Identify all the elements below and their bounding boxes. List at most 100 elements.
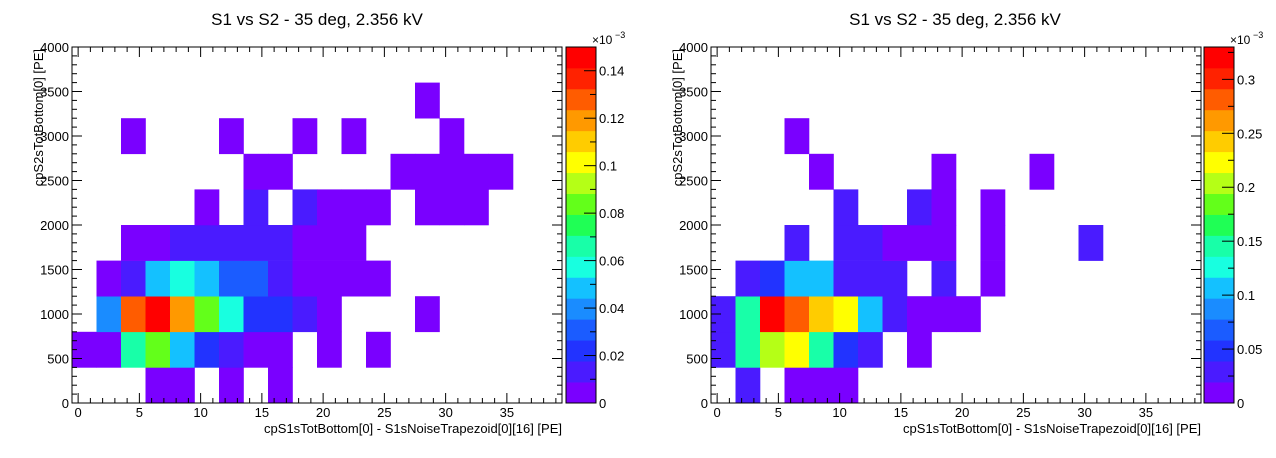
chart-title-1: S1 vs S2 - 35 deg, 2.356 kV — [211, 10, 423, 29]
heatmap-cell — [317, 225, 342, 261]
heatmap-cell — [488, 153, 514, 190]
heatmap-cell — [145, 296, 171, 333]
colorbar-segment — [566, 88, 596, 111]
heatmap-cell — [170, 260, 195, 297]
heatmap-cell — [268, 260, 293, 297]
heatmap-cell — [366, 260, 391, 297]
heatmap-cell — [121, 118, 146, 155]
colorbar-segment — [566, 340, 596, 362]
heatmap-cell — [415, 82, 440, 119]
heatmap-cell — [268, 296, 293, 333]
heatmap-cell — [784, 225, 810, 261]
heatmap-cell — [415, 296, 440, 333]
heatmap-cell — [317, 189, 342, 226]
heatmap-cell — [735, 260, 761, 297]
heatmap-cell — [784, 331, 810, 368]
colorbar-segment — [1204, 361, 1234, 383]
heatmap-cell — [121, 331, 146, 368]
heatmap-cell — [341, 225, 367, 261]
heatmap-cell — [268, 225, 293, 261]
heatmap-cell — [268, 153, 293, 190]
heatmap-cell — [907, 331, 932, 368]
y-tick-label: 1000 — [40, 307, 69, 322]
y-axis-label-2: cpS2sTotBottom[0] [PE] — [670, 49, 685, 186]
y-axis-label-1: cpS2sTotBottom[0] [PE] — [31, 49, 46, 186]
heatmap-cell — [833, 331, 859, 368]
heatmap-cell — [292, 260, 318, 297]
colorbar-segment — [1204, 235, 1234, 257]
heatmap-cell — [292, 118, 318, 155]
colorbar-segment — [566, 47, 596, 69]
colorbar-exponent-label: ×10 — [592, 33, 613, 47]
colorbar-tick-label: 0.14 — [599, 64, 624, 79]
x-tick-label: 30 — [1077, 405, 1091, 420]
heatmap-cell — [341, 260, 367, 297]
heatmap-cell — [243, 260, 269, 297]
y-tick-label: 3000 — [679, 129, 708, 144]
heatmap-cell — [219, 331, 244, 368]
colorbar-frame — [565, 46, 597, 404]
colorbar-tick-label: 0 — [1237, 396, 1244, 411]
heatmap-cell — [96, 296, 122, 333]
heatmap-cell — [317, 296, 342, 333]
heatmap-cell — [170, 331, 195, 368]
y-tick-label: 1500 — [679, 263, 708, 278]
heatmap-cell — [145, 331, 171, 368]
heatmap-cell — [145, 367, 171, 404]
x-tick-label: 5 — [136, 405, 143, 420]
colorbar-tick-label: 0.02 — [599, 349, 624, 364]
heatmap-cell — [317, 260, 342, 297]
y-tick-label: 0 — [62, 396, 69, 411]
heatmap-cell — [243, 296, 269, 333]
colorbar-segment — [1204, 67, 1234, 90]
x-tick-label: 25 — [377, 405, 391, 420]
heatmap-cell — [219, 260, 244, 297]
heatmap-cell — [809, 331, 834, 368]
heatmap-cell — [170, 367, 195, 404]
x-tick-label: 35 — [500, 405, 514, 420]
x-tick-label: 5 — [775, 405, 782, 420]
heatmap-cell — [292, 296, 318, 333]
colorbar-segment — [1204, 130, 1234, 153]
colorbar-tick-label: 0.25 — [1237, 126, 1262, 141]
heatmap-cell — [1029, 153, 1055, 190]
heatmap-cell — [292, 225, 318, 261]
heatmap-cell — [735, 296, 761, 333]
y-tick-label: 500 — [47, 352, 69, 367]
colorbar-segment — [566, 256, 596, 278]
colorbar-segment — [566, 67, 596, 90]
heatmap-cell — [243, 189, 269, 226]
y-tick-label: 2000 — [679, 218, 708, 233]
x-tick-label: 0 — [75, 405, 82, 420]
colorbar-segment — [566, 319, 596, 341]
heatmap-cell — [907, 189, 932, 226]
heatmap-cell — [366, 189, 391, 226]
heatmap-cell — [194, 331, 220, 368]
heatmap-cell — [464, 153, 489, 190]
heatmap-cell — [194, 189, 220, 226]
colorbar-tick-label: 0.06 — [599, 254, 624, 269]
colorbar-segment — [566, 298, 596, 320]
colorbar-segment — [1204, 298, 1234, 320]
heatmap-cell — [956, 296, 981, 333]
heatmap-cell — [858, 260, 883, 297]
y-tick-label: 2500 — [40, 174, 69, 189]
heatmap-cell — [858, 296, 883, 333]
heatmap-cell — [464, 189, 489, 226]
heatmap-cell — [858, 331, 883, 368]
x-tick-label: 15 — [894, 405, 908, 420]
colorbar-exponent-power: −3 — [615, 30, 625, 40]
heatmap-cell — [194, 225, 220, 261]
heatmap-cell — [760, 331, 785, 368]
heatmap-cell — [980, 225, 1006, 261]
x-axis-label-1: cpS1sTotBottom[0] - S1sNoiseTrapezoid[0]… — [264, 421, 562, 436]
colorbar-tick-label: 0.12 — [599, 111, 624, 126]
heatmap-cell — [96, 331, 122, 368]
colorbar-tick-label: 0.2 — [1237, 180, 1255, 195]
heatmap-cell — [931, 260, 957, 297]
colorbar-tick-label: 0 — [599, 396, 606, 411]
heatmap-cell — [292, 189, 318, 226]
heatmap-cell — [1078, 225, 1104, 261]
colorbar-segment — [1204, 109, 1234, 132]
heatmap-cell — [784, 296, 810, 333]
